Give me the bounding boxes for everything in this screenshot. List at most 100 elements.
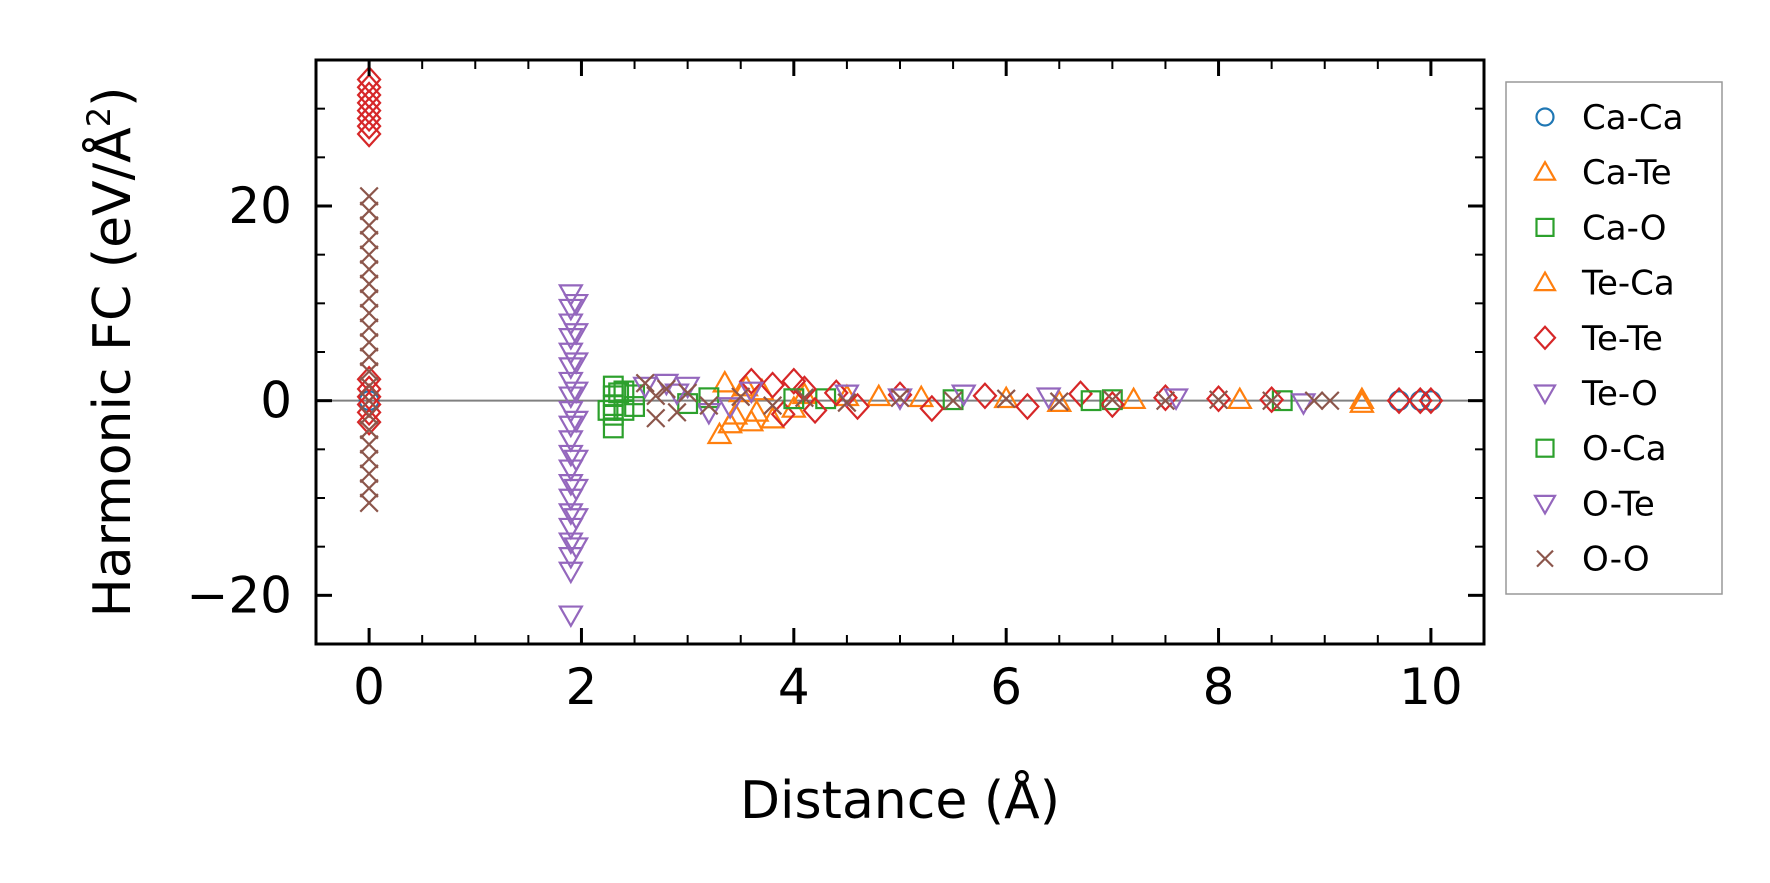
data-point xyxy=(942,389,964,411)
data-point xyxy=(1259,385,1285,414)
data-point xyxy=(356,408,382,436)
data-point xyxy=(356,73,382,101)
data-point xyxy=(563,381,590,405)
x-tick-label: 4 xyxy=(778,658,810,716)
data-point xyxy=(1304,391,1324,411)
data-point xyxy=(646,386,666,406)
data-point xyxy=(667,402,687,422)
data-point xyxy=(356,112,382,140)
data-point xyxy=(1420,390,1442,412)
data-point xyxy=(359,303,379,323)
data-point xyxy=(624,396,645,417)
data-point xyxy=(356,96,382,125)
data-point xyxy=(1120,386,1147,410)
legend-marker xyxy=(1536,549,1554,568)
data-point xyxy=(996,389,1016,409)
data-point xyxy=(834,384,860,408)
data-point xyxy=(1348,386,1375,410)
data-point xyxy=(359,332,379,352)
data-point xyxy=(972,382,998,410)
data-point xyxy=(1163,388,1189,411)
data-point xyxy=(993,385,1020,409)
data-points xyxy=(356,65,1444,629)
x-tick-label: 8 xyxy=(1203,658,1235,716)
data-point xyxy=(1046,389,1073,412)
data-point xyxy=(563,323,590,346)
legend-marker xyxy=(1535,438,1555,458)
legend-label: Ca-Ca xyxy=(1582,98,1683,138)
x-axis-label: Distance (Å) xyxy=(740,769,1060,831)
data-point xyxy=(1290,393,1317,416)
data-point xyxy=(919,394,945,423)
data-point xyxy=(763,395,783,416)
data-point xyxy=(359,245,379,265)
data-point xyxy=(359,186,379,206)
legend-label: Ca-Te xyxy=(1582,153,1672,193)
data-point xyxy=(1155,391,1176,411)
data-point xyxy=(359,405,379,425)
legend: Ca-Ca Ca-Te Ca-O Te-Ca Te-Te Te-O O-Ca O-Te O-O xyxy=(1505,81,1723,595)
y-tick-label: −20 xyxy=(186,566,292,624)
data-point xyxy=(359,449,379,469)
data-point xyxy=(1262,391,1282,411)
data-point xyxy=(557,503,584,526)
data-point xyxy=(359,434,379,455)
data-point xyxy=(646,408,666,428)
data-point xyxy=(943,391,963,411)
data-point xyxy=(602,417,624,439)
legend-marker xyxy=(1533,494,1557,516)
data-point xyxy=(1206,384,1232,413)
data-point xyxy=(1101,389,1123,411)
data-point xyxy=(1320,391,1340,411)
data-point xyxy=(887,388,913,411)
data-point xyxy=(356,81,382,109)
data-point xyxy=(359,215,379,236)
data-point xyxy=(557,430,584,453)
legend-label: Te-Te xyxy=(1581,319,1663,359)
legend-marker xyxy=(1533,384,1557,406)
x-tick-label: 6 xyxy=(990,658,1022,716)
data-point xyxy=(656,379,676,399)
data-point xyxy=(1418,386,1444,415)
data-point xyxy=(356,104,382,133)
data-point xyxy=(557,386,584,410)
data-point xyxy=(1102,390,1122,410)
data-point xyxy=(563,410,590,434)
data-point xyxy=(557,415,584,439)
data-point xyxy=(563,352,590,375)
data-point xyxy=(563,449,590,473)
y-axis-label-superscript: 2 xyxy=(80,107,118,127)
data-point xyxy=(950,384,977,408)
plot-frame xyxy=(314,58,1486,646)
data-point xyxy=(749,377,775,401)
data-point xyxy=(1014,392,1040,421)
legend-marker xyxy=(1533,159,1557,181)
data-point xyxy=(865,383,892,407)
data-point xyxy=(597,399,619,421)
data-point xyxy=(359,376,379,396)
data-point xyxy=(557,444,584,468)
x-tick-label: 0 xyxy=(353,658,385,716)
data-point xyxy=(359,391,379,411)
data-point xyxy=(557,357,584,380)
x-tick-label: 10 xyxy=(1399,658,1463,716)
data-point xyxy=(791,375,817,403)
data-point xyxy=(731,387,751,407)
data-point xyxy=(557,474,584,497)
y-tick-label: 20 xyxy=(228,177,292,235)
data-point xyxy=(359,201,379,221)
data-point xyxy=(359,420,379,440)
legend-label: Te-O xyxy=(1581,374,1658,414)
data-point xyxy=(1208,390,1229,410)
data-point xyxy=(1099,390,1125,419)
data-point xyxy=(845,392,871,421)
y-axis-label-main: Harmonic FC (eV/Å xyxy=(81,127,143,618)
data-point xyxy=(557,561,584,585)
legend-marker xyxy=(1535,217,1555,237)
data-point xyxy=(699,395,719,416)
y-axis-label-close: ) xyxy=(83,87,143,107)
legend-marker xyxy=(1533,325,1557,351)
data-point xyxy=(359,478,379,498)
data-point xyxy=(1386,386,1412,415)
data-point xyxy=(738,367,764,395)
